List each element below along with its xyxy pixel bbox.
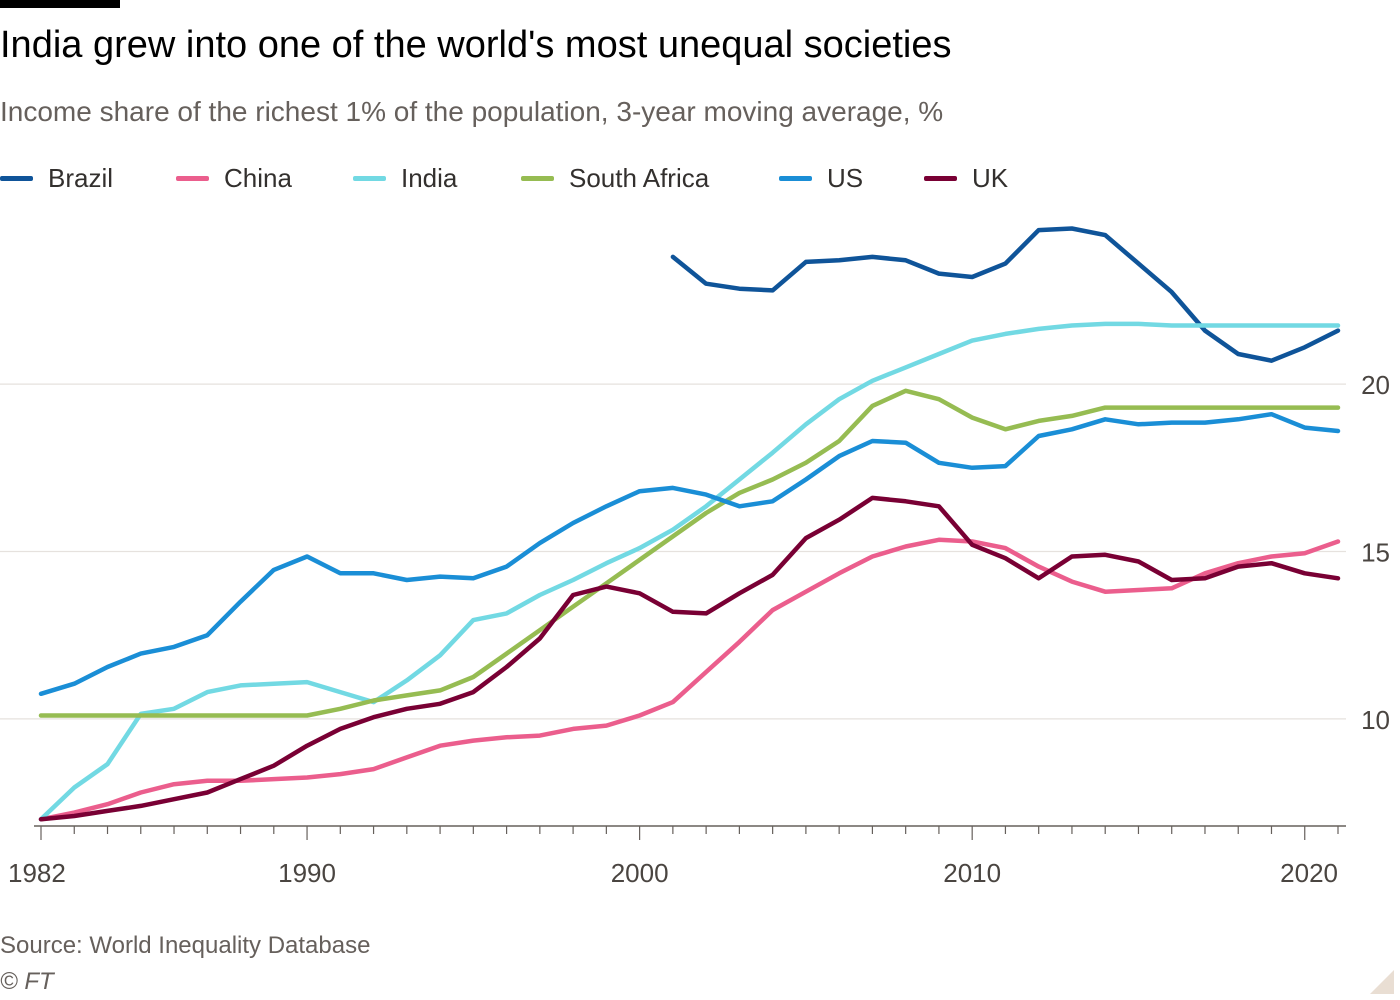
legend-item-brazil: Brazil xyxy=(0,158,113,198)
legend-label-india: India xyxy=(401,162,458,193)
legend-swatch-us xyxy=(779,175,812,181)
legend-swatch-brazil xyxy=(0,175,33,181)
legend-swatch-india xyxy=(353,175,386,181)
chart-subtitle: Income share of the richest 1% of the po… xyxy=(0,96,944,127)
legend-label-south-africa: South Africa xyxy=(569,162,710,193)
chart-title: India grew into one of the world's most … xyxy=(0,24,952,66)
legend-item-china: China xyxy=(176,158,292,198)
x-tick-label-1982: 1982 xyxy=(8,858,66,888)
legend-item-uk: UK xyxy=(924,158,1008,198)
series-line-south-africa xyxy=(38,388,1341,718)
legend-label-brazil: Brazil xyxy=(48,162,114,193)
legend-item-india: India xyxy=(353,158,457,198)
legend-label-uk: UK xyxy=(972,162,1009,193)
line-chart: 10 15 20 1982 1990 2000 2010 2020 xyxy=(0,226,1390,888)
x-tick-label-2000: 2000 xyxy=(611,858,669,888)
series-line-india xyxy=(38,321,1341,822)
series-line-brazil xyxy=(670,226,1341,363)
legend-item-south-africa: South Africa xyxy=(521,158,709,198)
series-line-uk xyxy=(38,495,1341,822)
brand-bar xyxy=(0,0,120,8)
x-tick-label-2010: 2010 xyxy=(943,858,1001,888)
corner-fold-mark xyxy=(1370,970,1394,994)
source-note: Source: World Inequality Database xyxy=(0,932,371,959)
x-tick-label-2020: 2020 xyxy=(1280,858,1338,888)
y-tick-label-20: 20 xyxy=(1361,370,1390,400)
copyright-credit: © FT xyxy=(0,968,54,995)
series-line-us xyxy=(38,411,1341,697)
y-tick-label-15: 15 xyxy=(1361,537,1390,567)
legend-swatch-uk xyxy=(924,175,957,181)
legend-swatch-south-africa xyxy=(521,175,554,181)
x-tick-label-1990: 1990 xyxy=(278,858,336,888)
legend-label-china: China xyxy=(224,162,292,193)
series-line-china xyxy=(38,537,1341,822)
legend-item-us: US xyxy=(779,158,863,198)
legend-label-us: US xyxy=(827,162,864,193)
legend-swatch-china xyxy=(176,175,209,181)
legend: Brazil China India South Africa US UK xyxy=(0,158,1100,198)
y-tick-label-10: 10 xyxy=(1361,705,1390,735)
